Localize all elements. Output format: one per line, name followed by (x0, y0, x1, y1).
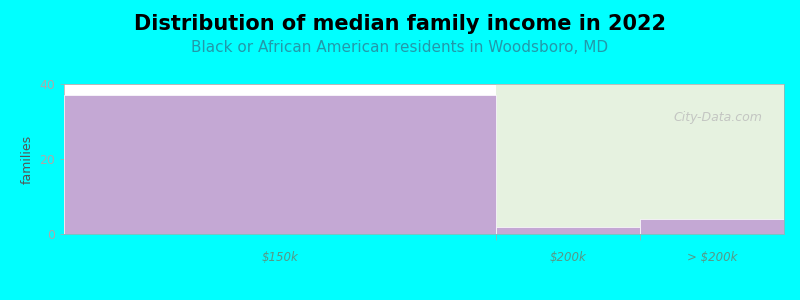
Text: $150k: $150k (262, 251, 298, 264)
Y-axis label: families: families (21, 134, 34, 184)
Bar (496, 84, 784, 234)
Text: Black or African American residents in Woodsboro, MD: Black or African American residents in W… (191, 40, 609, 56)
Text: $200k: $200k (550, 251, 586, 264)
Text: City-Data.com: City-Data.com (674, 110, 762, 124)
Text: > $200k: > $200k (687, 251, 737, 264)
Bar (496, 226, 640, 234)
Bar (640, 219, 784, 234)
Bar (64, 95, 496, 234)
Text: Distribution of median family income in 2022: Distribution of median family income in … (134, 14, 666, 34)
